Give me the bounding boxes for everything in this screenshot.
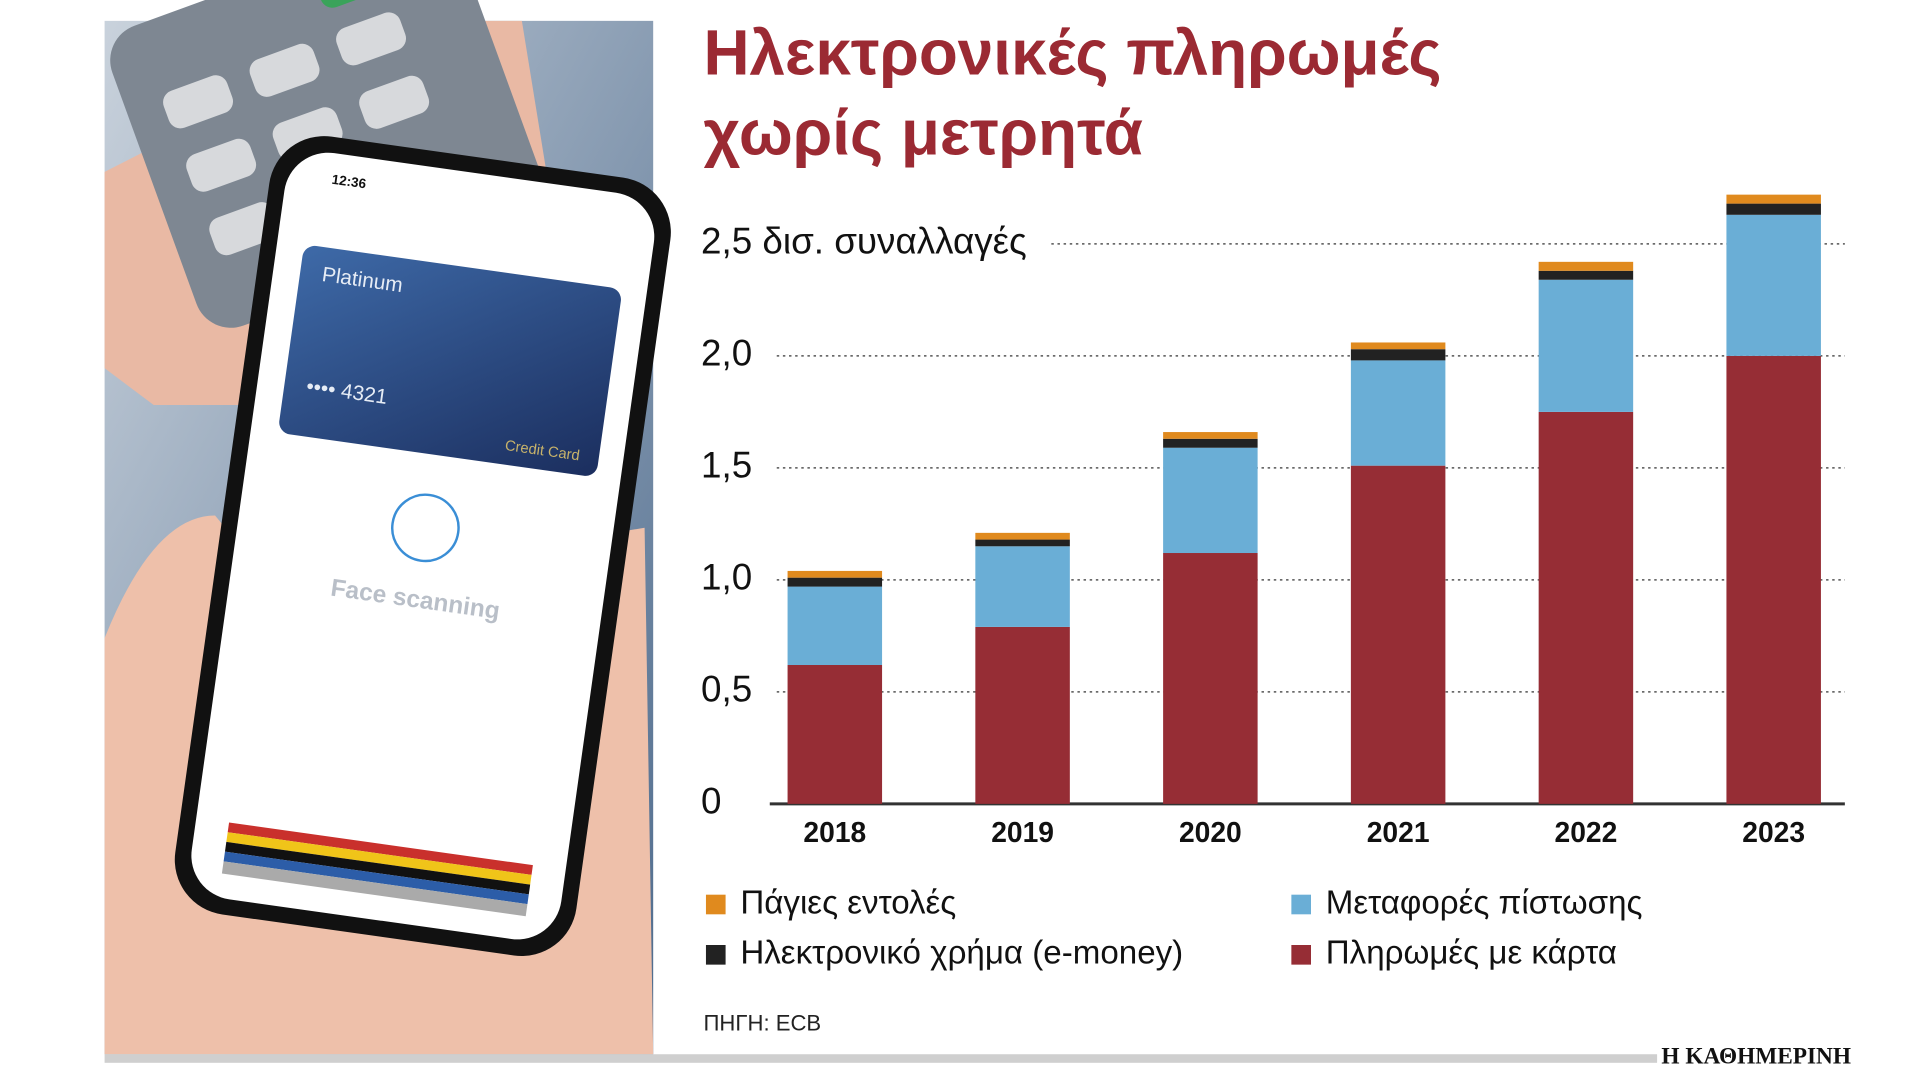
bar-segment: [1726, 194, 1821, 204]
bar-segment: [1163, 447, 1258, 554]
bar-segment: [1538, 411, 1634, 804]
photo: 12:36 Platinum •••• 4321 Credit Card Fac…: [104, 0, 671, 1055]
bar-segment: [975, 626, 1070, 804]
legend-label: Μεταφορές πίστωσης: [1326, 884, 1643, 921]
x-tick-label: 2019: [991, 816, 1054, 848]
x-tick-label: 2020: [1179, 816, 1242, 848]
source: ΠΗΓΗ: ECB: [704, 1011, 822, 1036]
bar-segment: [1726, 214, 1821, 356]
bar-segment: [1726, 355, 1821, 804]
y-tick-label: 2,5 δισ. συναλλαγές: [701, 221, 1027, 262]
y-tick-label: 1,5: [701, 445, 752, 486]
legend-label: Πάγιες εντολές: [740, 884, 956, 921]
legend-label: Πληρωμές με κάρτα: [1326, 935, 1617, 972]
y-tick-label: 1,0: [701, 557, 752, 598]
face-icon: [391, 493, 460, 563]
legend-swatch: [1291, 894, 1311, 915]
bar-segment: [1163, 438, 1258, 448]
legend-swatch: [1291, 945, 1311, 965]
credit-card: [279, 245, 621, 476]
footer-bar: [104, 1054, 1658, 1063]
legend-swatch: [705, 945, 726, 965]
bar-segment: [1350, 360, 1446, 466]
phone: 12:36 Platinum •••• 4321 Credit Card Fac…: [174, 136, 671, 957]
bar-segment: [1538, 279, 1634, 412]
legend-swatch: [705, 894, 726, 915]
bar-segment: [1350, 349, 1446, 361]
bar-segment: [787, 664, 883, 804]
publisher: Η ΚΑΘΗΜΕΡΙΝΗ: [1661, 1043, 1851, 1069]
x-tick-label: 2021: [1367, 816, 1430, 848]
x-tick-label: 2018: [803, 816, 866, 848]
bar-segment: [787, 577, 883, 587]
bar-segment: [1726, 203, 1821, 215]
bar-segment: [1163, 432, 1258, 439]
bar-segment: [975, 546, 1070, 627]
bar-segment: [1538, 261, 1634, 271]
x-tick-label: 2023: [1742, 816, 1805, 848]
y-tick-label: 0: [701, 781, 721, 822]
x-tick-label: 2022: [1555, 816, 1618, 848]
bar-segment: [975, 539, 1070, 547]
bar-segment: [1350, 465, 1446, 804]
bar-segment: [1163, 553, 1258, 804]
bar-segment: [787, 586, 883, 665]
y-tick-label: 0,5: [701, 669, 752, 710]
bar-segment: [975, 532, 1070, 540]
bar-segment: [787, 570, 883, 578]
bar-segment: [1350, 342, 1446, 350]
legend-label: Ηλεκτρονικό χρήμα (e-money): [740, 935, 1183, 972]
chart-title: Ηλεκτρονικές πληρωμές χωρίς μετρητά: [704, 17, 1442, 169]
phone-time: 12:36: [331, 172, 368, 192]
bar-segment: [1538, 270, 1634, 280]
y-tick-label: 2,0: [701, 333, 752, 374]
